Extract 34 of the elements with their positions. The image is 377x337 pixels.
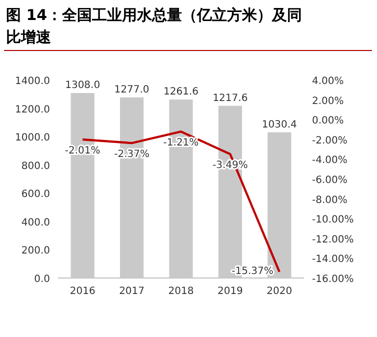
y2-tick-label: -16.00% (312, 274, 354, 285)
data-label: 1217.6 (212, 92, 248, 104)
data-label: 1277.0 (114, 84, 150, 96)
data-label: -15.37% (232, 266, 274, 277)
data-label: -2.37% (114, 149, 150, 160)
y-tick-label: 1000.0 (15, 132, 50, 144)
y-tick-label: 200.0 (21, 246, 50, 257)
y-tick-label: 1400.0 (15, 76, 50, 87)
y2-tick-label: -12.00% (312, 234, 354, 246)
x-tick-label: 2020 (266, 286, 292, 297)
y-tick-label: 0.0 (34, 274, 50, 285)
x-tick-label: 2016 (70, 286, 96, 297)
y2-tick-label: 4.00% (312, 76, 344, 87)
y2-tick-label: 2.00% (312, 96, 344, 107)
y2-tick-label: -2.00% (312, 135, 348, 146)
y-tick-label: 1200.0 (15, 104, 50, 116)
x-tick-label: 2019 (217, 286, 243, 297)
y2-tick-label: -6.00% (312, 175, 348, 186)
data-label: -1.21% (163, 138, 199, 149)
data-label: 1308.0 (65, 80, 100, 92)
y-tick-label: 400.0 (21, 217, 50, 228)
y-tick-label: 800.0 (21, 160, 50, 172)
x-tick-label: 2018 (168, 286, 194, 297)
data-label: 1261.6 (164, 86, 198, 98)
y2-tick-label: -8.00% (312, 194, 348, 206)
chart-title: 图 14：全国工业用水总量（亿立方米）及同比增速 (6, 5, 304, 48)
y2-tick-label: 0.00% (312, 116, 344, 127)
data-label: -2.01% (64, 146, 100, 156)
y2-tick-label: -10.00% (312, 214, 354, 226)
x-tick-label: 2017 (119, 286, 145, 297)
y2-tick-label: -4.00% (312, 155, 348, 166)
y-tick-label: 600.0 (21, 189, 50, 200)
y2-tick-label: -14.00% (312, 254, 354, 266)
data-label: 1030.4 (262, 119, 297, 130)
